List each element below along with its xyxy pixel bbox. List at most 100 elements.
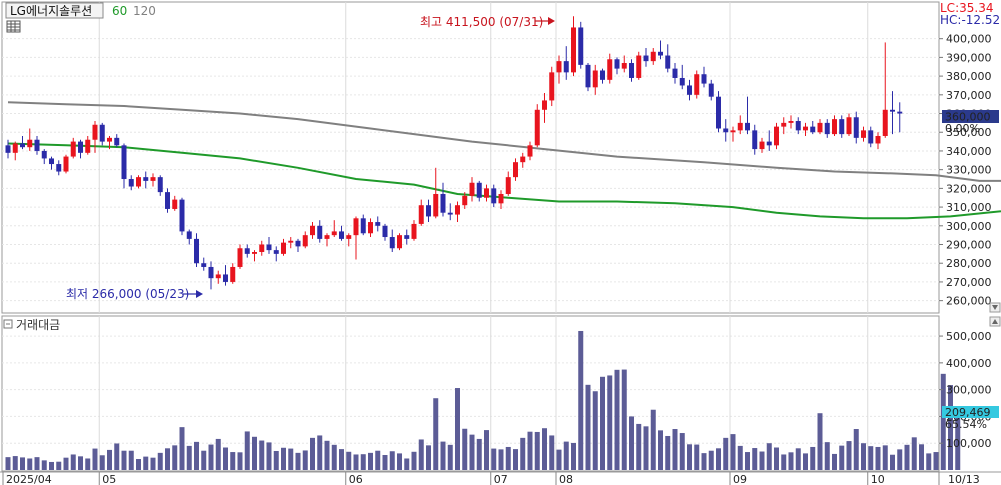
candle-body — [534, 109, 540, 146]
volume-scroll-up-icon[interactable] — [989, 316, 1001, 327]
candle-body — [643, 55, 649, 62]
candle — [85, 135, 91, 155]
candle — [824, 119, 830, 138]
volume-bar — [107, 449, 112, 470]
candle — [774, 122, 779, 150]
candle — [629, 59, 634, 82]
candle-body — [397, 235, 402, 249]
candle-body — [571, 27, 576, 73]
candle-body — [143, 177, 149, 181]
candle — [281, 238, 286, 256]
volume-bar — [542, 428, 547, 470]
candle-body — [556, 61, 562, 73]
price-scroll-down-icon[interactable] — [989, 302, 1001, 313]
volume-bar — [890, 454, 895, 470]
candle-body — [846, 117, 852, 135]
candle-body — [853, 117, 859, 138]
volume-bar — [708, 450, 714, 470]
candle-body — [723, 128, 729, 133]
volume-bar — [513, 449, 518, 470]
volume-bar — [745, 452, 750, 470]
volume-bar — [774, 447, 779, 470]
candle — [230, 263, 236, 284]
candle — [585, 63, 591, 92]
candle-body — [63, 156, 69, 172]
volume-bar — [665, 435, 671, 470]
candle-body — [404, 235, 410, 239]
candle-body — [201, 263, 207, 267]
candle — [114, 134, 120, 148]
candle-body — [5, 145, 11, 153]
candle-body — [368, 222, 373, 234]
volume-bar — [607, 375, 613, 470]
candle — [56, 160, 62, 176]
candle — [607, 53, 613, 84]
candle-body — [788, 121, 794, 123]
candle — [128, 175, 134, 191]
volume-bar — [20, 457, 25, 470]
volume-bar — [861, 443, 866, 470]
moving-average-lines — [7, 101, 1001, 220]
candle-body — [208, 266, 214, 279]
candle-body — [78, 141, 83, 153]
candle — [832, 115, 837, 136]
volume-bar — [788, 452, 794, 470]
candle-body — [310, 225, 315, 236]
volume-toggle-icon[interactable] — [3, 319, 13, 329]
volume-bar — [360, 454, 366, 470]
candle-body — [759, 141, 765, 150]
volume-bar — [650, 409, 656, 470]
candle-body — [832, 119, 837, 135]
candle — [360, 214, 366, 236]
volume-bars — [5, 330, 961, 470]
volume-bar — [433, 398, 439, 470]
date-tick-label: 05 — [102, 473, 116, 485]
volume-bar — [759, 451, 765, 470]
volume-bar — [34, 457, 40, 470]
candle-body — [730, 130, 736, 133]
candle — [788, 115, 794, 129]
candle-body — [85, 139, 91, 153]
candle — [49, 156, 54, 170]
volume-tick-label: 300,000 — [946, 384, 992, 397]
volume-bar — [534, 431, 540, 470]
data-table-icon[interactable] — [6, 20, 21, 33]
candle — [534, 104, 540, 148]
high-arrow-icon — [535, 17, 555, 25]
volume-bar — [114, 443, 120, 470]
volume-bar — [752, 448, 758, 470]
volume-bar — [737, 445, 743, 470]
candle-body — [716, 96, 721, 129]
stock-name-box[interactable] — [5, 2, 104, 19]
candle — [266, 237, 272, 254]
volume-bar — [186, 445, 192, 470]
candle-body — [498, 193, 504, 204]
candle-body — [157, 177, 163, 193]
candle — [759, 137, 765, 153]
candle-body — [114, 137, 120, 146]
volume-bar — [165, 448, 170, 470]
volume-bar — [389, 451, 395, 470]
volume-bar — [418, 439, 424, 470]
volume-bar — [317, 435, 323, 470]
candle-body — [230, 266, 236, 282]
price-tick-label: 330,000 — [946, 164, 992, 177]
volume-bar — [237, 452, 243, 470]
candle — [92, 121, 98, 153]
candle — [295, 238, 301, 252]
volume-bar — [150, 457, 156, 470]
price-axis-ticks: 400,000 390,000 380,000 370,000 360,000 350,0… — [939, 33, 992, 308]
candle — [752, 124, 758, 155]
candle-body — [708, 83, 714, 97]
volume-bar — [397, 453, 402, 470]
date-axis-ticks: 2025/04 05 06 07 08 09 10 10/13 — [2, 472, 980, 485]
volume-bar — [853, 429, 859, 470]
candle — [143, 171, 149, 189]
volume-bar — [614, 369, 620, 470]
candle-body — [70, 141, 76, 157]
volume-bar — [382, 455, 388, 470]
candle — [121, 143, 127, 189]
volume-bar — [179, 427, 185, 470]
